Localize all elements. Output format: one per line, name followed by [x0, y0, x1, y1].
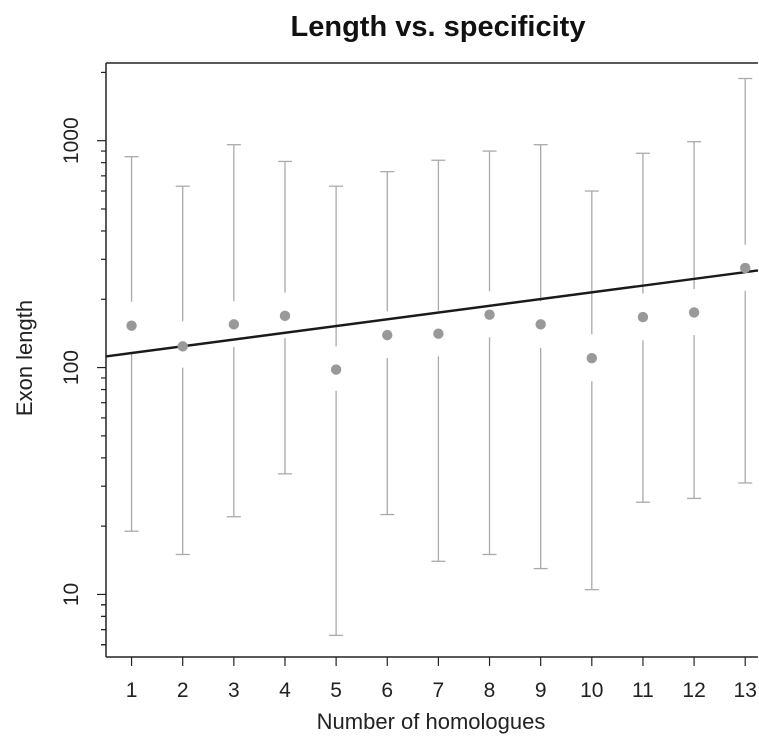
- data-point: [228, 319, 240, 330]
- y-axis-label: Exon length: [12, 300, 37, 416]
- data-point: [740, 262, 751, 274]
- data-point: [433, 328, 444, 339]
- data-point: [535, 319, 546, 330]
- x-tick-label: 8: [484, 679, 496, 702]
- chart-title: Length vs. specificity: [291, 11, 586, 43]
- x-tick-label: 3: [228, 679, 240, 702]
- data-point: [637, 311, 649, 323]
- data-point: [484, 309, 495, 320]
- x-tick-label: 10: [580, 679, 603, 702]
- data-point: [177, 341, 188, 352]
- x-axis-label: Number of homologues: [317, 709, 546, 734]
- x-tick-label: 6: [381, 679, 393, 702]
- y-tick-label: 1000: [60, 117, 83, 164]
- x-tick-label: 9: [535, 679, 547, 702]
- x-tick-label: 4: [279, 679, 291, 702]
- x-tick-label: 5: [330, 679, 342, 702]
- y-tick-label: 10: [60, 583, 83, 606]
- x-tick-label: 1: [126, 679, 138, 702]
- data-point: [279, 310, 291, 322]
- x-tick-label: 13: [734, 679, 757, 702]
- x-tick-label: 7: [433, 679, 445, 702]
- x-tick-label: 2: [177, 679, 189, 702]
- y-tick-label: 100: [60, 350, 83, 385]
- x-tick-label: 12: [682, 679, 705, 702]
- data-point: [586, 352, 598, 364]
- data-point: [688, 307, 700, 318]
- data-point: [126, 320, 137, 331]
- data-point: [382, 329, 393, 341]
- data-point: [330, 364, 342, 375]
- trend-line: [105, 269, 759, 358]
- x-tick-label: 11: [632, 679, 654, 702]
